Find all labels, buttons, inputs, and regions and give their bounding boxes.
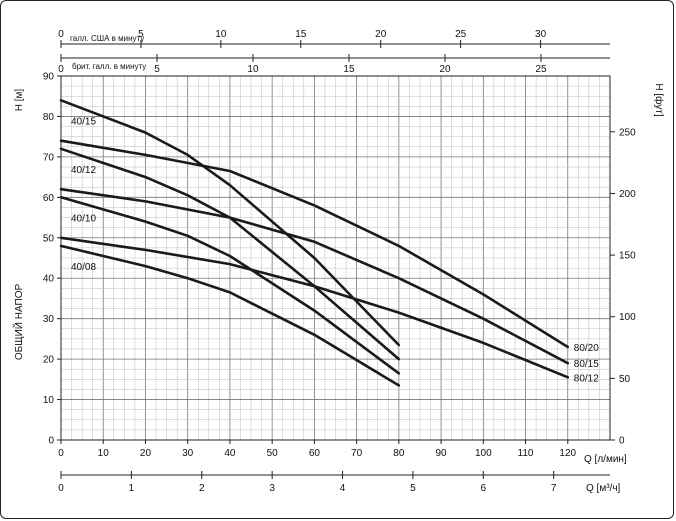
x-m3h-tick-label: 4: [340, 483, 346, 494]
y-tick-label: 80: [43, 112, 55, 123]
x-m3h-tick-label: 2: [199, 483, 205, 494]
curve-40-15: [59, 99, 401, 347]
y-right-tick-label: 150: [619, 251, 636, 262]
x-us-tick-label: 10: [215, 29, 227, 40]
x-m3h-tick-label: 0: [58, 483, 64, 494]
x-axis-m3h-label: Q [м³/ч]: [586, 483, 621, 494]
x-tick-label: 50: [267, 448, 279, 459]
curve-label-80-12: 80/12: [574, 373, 599, 384]
x-imp-tick-label: 25: [535, 64, 547, 75]
y-tick-label: 60: [43, 193, 55, 204]
y-right-tick-label: 0: [619, 436, 625, 447]
x-tick-label: 20: [140, 448, 152, 459]
y-tick-label: 40: [43, 274, 55, 285]
x-m3h-tick-label: 5: [410, 483, 416, 494]
x-axis-imp-gal-label: брит. галл. в минуту: [72, 62, 146, 71]
y-tick-label: 20: [43, 355, 55, 366]
x-imp-tick-label: 15: [343, 64, 355, 75]
y-right-tick-label: 200: [619, 189, 636, 200]
x-imp-tick-label: 10: [247, 64, 259, 75]
y-tick-label: 10: [43, 395, 55, 406]
x-tick-label: 30: [182, 448, 194, 459]
x-us-tick-label: 25: [455, 29, 467, 40]
x-tick-label: 80: [393, 448, 405, 459]
x-axis-us-gal-label: галл. США в минуту: [70, 34, 144, 43]
x-tick-label: 10: [98, 448, 110, 459]
labels: 40/15 40/12 40/10 40/08 80/20 80/15 80/12: [71, 116, 599, 384]
x-tick-label: 90: [436, 448, 448, 459]
y-axis-label: H [м]: [14, 89, 25, 112]
curve-80-12: [59, 236, 570, 379]
y-tick-label: 90: [43, 72, 55, 83]
x-us-tick-label: 15: [295, 29, 307, 40]
x-us-tick-label: 20: [375, 29, 387, 40]
x-us-tick-label: 5: [138, 29, 144, 40]
x-tick-label: 0: [58, 448, 64, 459]
x-axis-label: Q [л/мин]: [584, 454, 627, 465]
y-axis-title: ОБЩИЙ НАПОР: [12, 284, 25, 361]
x-tick-label: 120: [559, 448, 576, 459]
x-tick-label: 40: [224, 448, 236, 459]
curve-label-40-12: 40/12: [71, 165, 96, 176]
x-tick-label: 60: [309, 448, 321, 459]
x-m3h-tick-label: 1: [129, 483, 135, 494]
y-right-tick-label: 50: [619, 374, 631, 385]
curve-40-08: [59, 244, 401, 387]
x-tick-label: 110: [518, 448, 534, 459]
curve-label-80-15: 80/15: [574, 359, 599, 370]
curve-label-40-10: 40/10: [71, 213, 96, 224]
curve-label-80-20: 80/20: [574, 343, 599, 354]
x-imp-tick-label: 0: [58, 64, 64, 75]
y-right-tick-label: 250: [619, 127, 636, 138]
y-tick-label: 50: [43, 233, 55, 244]
curve-40-12: [59, 147, 401, 361]
curve-label-40-15: 40/15: [71, 116, 96, 127]
x-imp-tick-label: 20: [439, 64, 451, 75]
x-imp-tick-label: 5: [154, 64, 160, 75]
y-tick-label: 70: [43, 152, 55, 163]
x-tick-label: 70: [351, 448, 363, 459]
x-us-tick-label: 30: [535, 29, 547, 40]
curve-label-40-08: 40/08: [71, 262, 96, 273]
x-us-tick-label: 0: [58, 29, 64, 40]
x-m3h-tick-label: 6: [481, 483, 487, 494]
y-right-tick-label: 100: [619, 312, 636, 323]
x-tick-label: 100: [475, 448, 492, 459]
curve-80-20: [59, 139, 570, 349]
y-tick-label: 0: [48, 436, 54, 447]
x-m3h-tick-label: 7: [551, 483, 557, 494]
y-axis-right-label: H [фут]: [653, 83, 665, 116]
curve-40-10: [59, 196, 401, 375]
curves: [59, 99, 570, 387]
y-tick-label: 30: [43, 314, 55, 325]
x-m3h-tick-label: 3: [269, 483, 275, 494]
curve-80-15: [59, 187, 570, 365]
